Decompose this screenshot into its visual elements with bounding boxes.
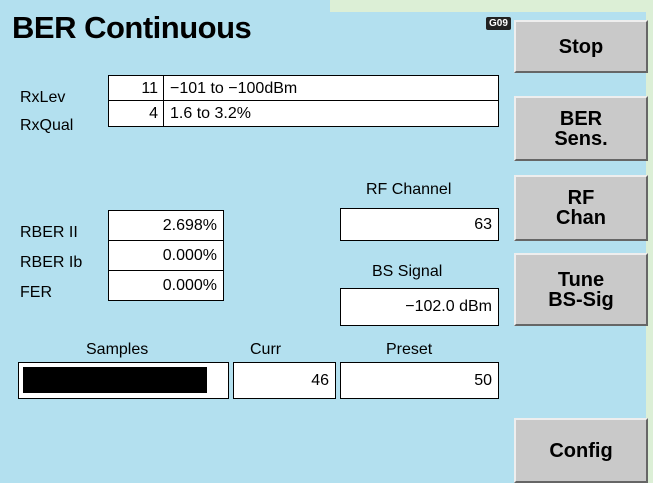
value-box: 50 bbox=[340, 362, 499, 399]
row-label: FER bbox=[20, 284, 52, 301]
softkey[interactable]: Config bbox=[514, 418, 648, 483]
value-box: 0.000% bbox=[108, 240, 224, 271]
progress-bar bbox=[23, 367, 207, 393]
background-strip bbox=[330, 0, 653, 12]
value-box: 4 bbox=[108, 100, 165, 127]
text-box: 1.6 to 3.2% bbox=[163, 100, 499, 127]
row-label: RBER Ib bbox=[20, 254, 83, 271]
field-label: Samples bbox=[86, 341, 149, 358]
value-box: 11 bbox=[108, 75, 165, 102]
row-label: RxQual bbox=[20, 117, 74, 134]
softkey[interactable]: RF Chan bbox=[514, 175, 648, 241]
softkey[interactable]: Stop bbox=[514, 20, 648, 73]
text-box: −101 to −100dBm bbox=[163, 75, 499, 102]
softkey[interactable]: BER Sens. bbox=[514, 96, 648, 161]
screen-title: BER Continuous bbox=[12, 10, 252, 45]
field-label: Curr bbox=[250, 341, 282, 358]
value-box: 46 bbox=[233, 362, 336, 399]
softkey[interactable]: Tune BS-Sig bbox=[514, 253, 648, 326]
value-box: −102.0 dBm bbox=[340, 288, 499, 326]
value-box: 63 bbox=[340, 208, 499, 241]
value-box: 2.698% bbox=[108, 210, 224, 241]
background-edge bbox=[646, 0, 653, 483]
progress-frame bbox=[18, 362, 229, 399]
field-label: Preset bbox=[386, 341, 433, 358]
value-box: 0.000% bbox=[108, 270, 224, 301]
field-label: RF Channel bbox=[366, 181, 452, 198]
badge: G09 bbox=[486, 17, 511, 30]
row-label: RBER II bbox=[20, 224, 78, 241]
row-label: RxLev bbox=[20, 89, 66, 106]
field-label: BS Signal bbox=[372, 263, 443, 280]
